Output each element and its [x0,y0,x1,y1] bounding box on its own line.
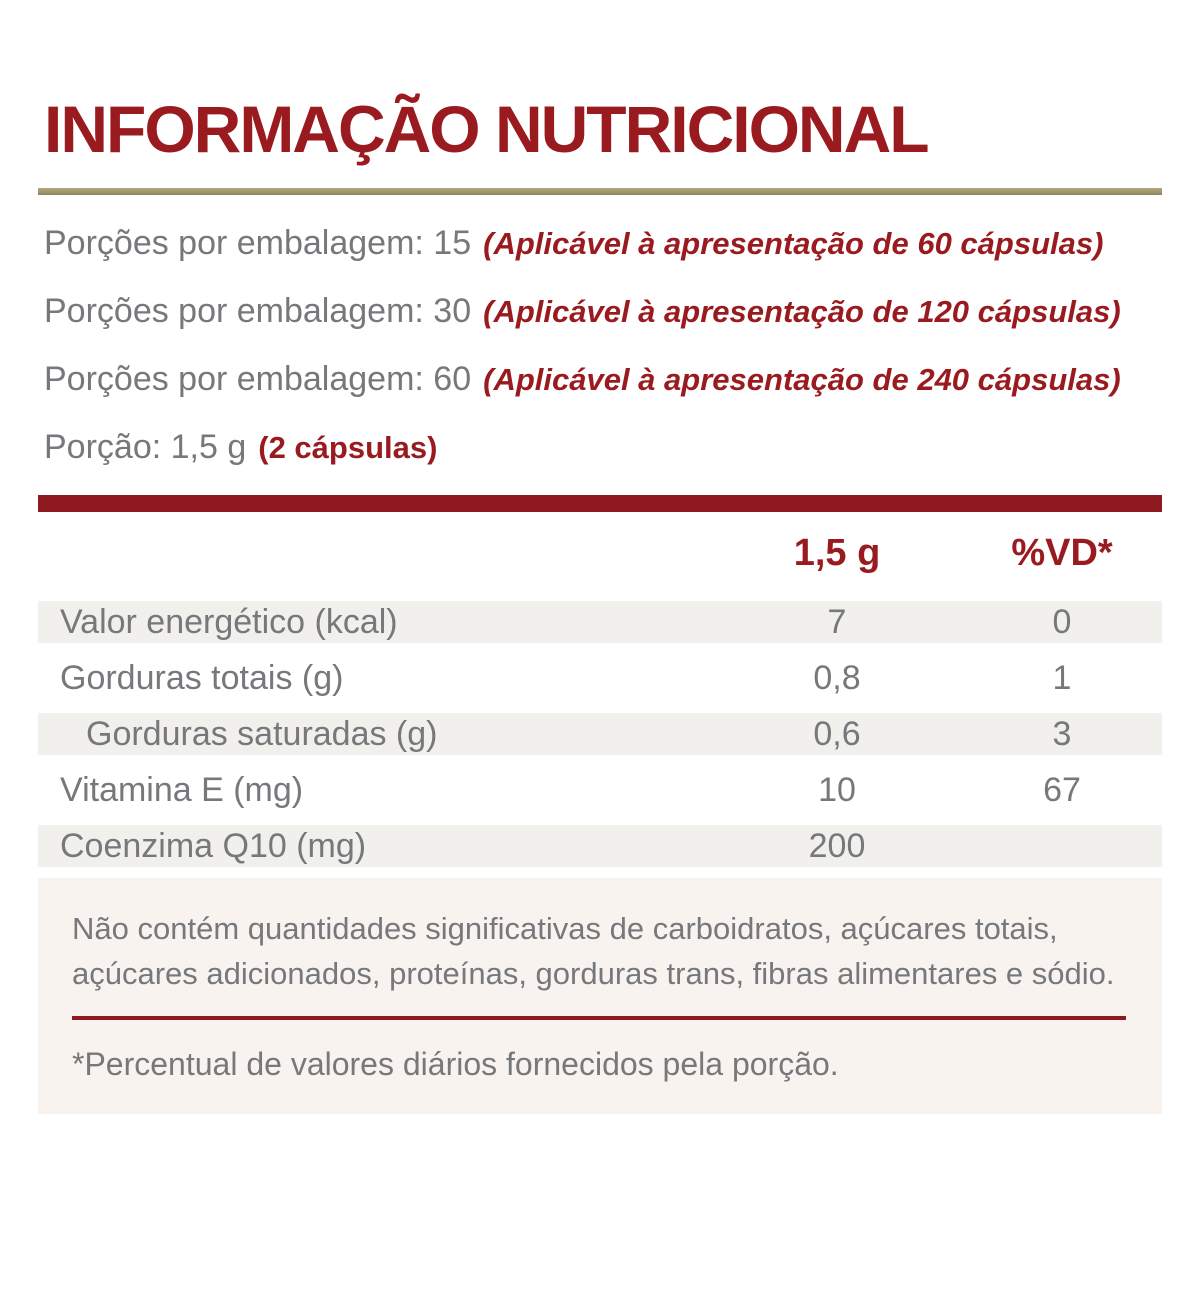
serving-note: (2 cápsulas) [258,430,438,465]
nutrient-amount: 10 [818,770,856,809]
table-top-bar [38,495,1162,512]
serving-note: (Aplicável à apresentação de 240 cápsula… [483,362,1121,397]
table-row: Coenzima Q10 (mg) 200 [38,818,1162,874]
nutrition-label: INFORMAÇÃO NUTRICIONAL Porções por embal… [0,96,1200,1114]
nutrient-label: Gorduras totais (g) [60,658,344,697]
serving-label: Porções por embalagem: 30 [44,292,472,330]
nutrient-daily-value: 3 [1052,714,1072,753]
table-row: Gorduras totais (g) 0,8 1 [38,650,1162,706]
serving-note: (Aplicável à apresentação de 120 cápsula… [483,294,1121,329]
nutrient-label: Gorduras saturadas (g) [86,714,438,753]
nutrient-daily-value: 0 [1052,602,1072,641]
table-row: Valor energético (kcal) 7 0 [38,594,1162,650]
table-row: Vitamina E (mg) 10 67 [38,762,1162,818]
table-body: Valor energético (kcal) 7 0 Gorduras totais… [38,594,1162,874]
serving-line: Porção: 1,5 g (2 cápsulas) [38,427,1162,468]
nutrient-amount: 7 [827,602,847,641]
page-title: INFORMAÇÃO NUTRICIONAL [44,92,930,166]
table-row: Gorduras saturadas (g) 0,6 3 [38,706,1162,762]
nutrient-daily-value: 67 [1043,770,1081,809]
footnote-divider [72,1016,1126,1020]
nutrient-amount: 0,8 [813,658,861,697]
serving-line: Porções por embalagem: 30 (Aplicável à ap… [38,291,1162,332]
nutrient-label: Coenzima Q10 (mg) [60,826,367,865]
nutrient-amount: 200 [808,826,866,865]
no-significant-amounts-note: Não contém quantidades significativas de… [72,911,1115,991]
column-header-daily-value: %VD* [1011,531,1113,574]
nutrient-label: Vitamina E (mg) [60,770,304,809]
servings-list: Porções por embalagem: 15 (Aplicável à ap… [38,223,1162,468]
table-header-row: 1,5 g %VD* [38,512,1162,594]
column-header-amount: 1,5 g [793,531,881,574]
nutrient-amount: 0,6 [813,714,861,753]
serving-note: (Aplicável à apresentação de 60 cápsulas… [483,226,1104,261]
nutrition-table: 1,5 g %VD* Valor energético (kcal) 7 0 Gord… [38,512,1162,874]
serving-label: Porções por embalagem: 15 [44,224,472,262]
serving-line: Porções por embalagem: 60 (Aplicável à ap… [38,359,1162,400]
footnote-box: Não contém quantidades significativas de… [38,878,1162,1114]
serving-line: Porções por embalagem: 15 (Aplicável à ap… [38,223,1162,264]
gold-divider [38,188,1162,195]
nutrient-label: Valor energético (kcal) [60,602,398,641]
nutrient-daily-value: 1 [1052,658,1072,697]
daily-value-note: *Percentual de valores diários fornecido… [72,1046,839,1082]
serving-label: Porção: 1,5 g [44,428,247,466]
serving-label: Porções por embalagem: 60 [44,360,472,398]
